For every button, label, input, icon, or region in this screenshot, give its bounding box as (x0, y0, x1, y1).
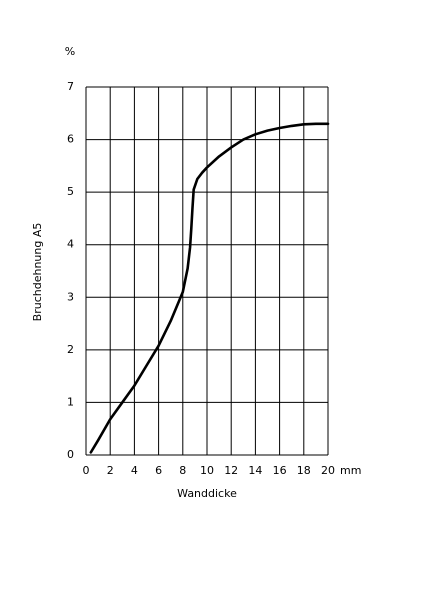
y-tick-label: 2 (67, 343, 74, 356)
data-line (89, 122, 330, 454)
y-tick-label: 6 (67, 133, 74, 146)
y-tick-label: 7 (67, 80, 74, 93)
x-tick-label: 14 (248, 464, 262, 477)
y-unit: % (65, 45, 75, 58)
x-unit: mm (340, 464, 361, 477)
x-tick-label: 0 (83, 464, 90, 477)
y-tick-label: 4 (67, 238, 74, 251)
x-tick-label: 12 (224, 464, 238, 477)
y-tick-label: 0 (67, 448, 74, 461)
y-axis-title: Bruchdehnung A5 (31, 223, 44, 322)
x-tick-label: 8 (179, 464, 186, 477)
x-tick-label: 18 (297, 464, 311, 477)
x-tick-label: 2 (107, 464, 114, 477)
x-tick-label: 16 (273, 464, 287, 477)
y-tick-label: 5 (67, 185, 74, 198)
x-tick-label: 20 (321, 464, 335, 477)
y-tick-label: 1 (67, 395, 74, 408)
x-tick-label: 10 (200, 464, 214, 477)
y-tick-label: 3 (67, 290, 74, 303)
x-tick-label: 6 (155, 464, 162, 477)
x-axis-title: Wanddicke (177, 487, 237, 500)
x-tick-label: 4 (131, 464, 138, 477)
